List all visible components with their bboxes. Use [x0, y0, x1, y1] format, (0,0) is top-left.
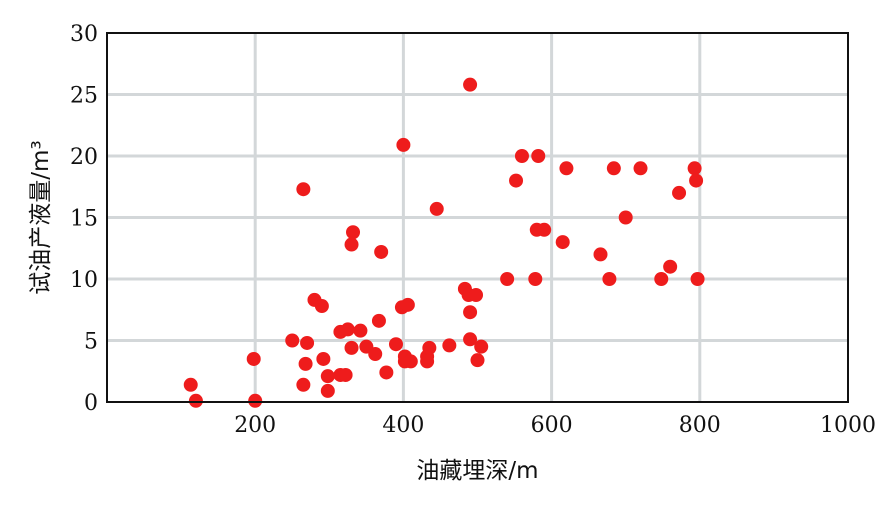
- data-points: [183, 77, 705, 408]
- data-point: [374, 244, 389, 259]
- data-point: [403, 354, 418, 369]
- data-point: [400, 297, 415, 312]
- data-point: [442, 338, 457, 353]
- data-point: [314, 299, 329, 314]
- data-point: [422, 340, 437, 355]
- data-point: [396, 137, 411, 152]
- data-point: [429, 201, 444, 216]
- data-point: [338, 367, 353, 382]
- data-point: [388, 337, 403, 352]
- data-point: [340, 322, 355, 337]
- y-tick-label: 30: [70, 22, 98, 47]
- x-tick-label: 600: [531, 413, 573, 438]
- data-point: [371, 313, 386, 328]
- data-point: [689, 173, 704, 188]
- grid-lines: [107, 33, 848, 402]
- data-point: [528, 272, 543, 286]
- data-point: [474, 339, 489, 354]
- data-point: [593, 247, 608, 262]
- data-point: [687, 161, 702, 176]
- data-point: [346, 225, 361, 240]
- data-point: [531, 149, 546, 163]
- y-tick-label: 0: [84, 391, 98, 416]
- data-point: [320, 383, 335, 398]
- data-point: [633, 161, 648, 176]
- data-point: [368, 347, 383, 362]
- data-point: [296, 182, 311, 197]
- data-point: [316, 351, 331, 366]
- x-tick-label: 200: [234, 413, 276, 438]
- x-tick-label: 1000: [820, 413, 876, 438]
- data-point: [509, 173, 524, 188]
- data-point: [463, 77, 478, 92]
- data-point: [183, 377, 198, 392]
- data-point: [672, 185, 687, 200]
- data-point: [690, 272, 705, 286]
- data-point: [285, 333, 300, 348]
- data-point: [379, 365, 394, 380]
- data-point: [463, 332, 478, 347]
- data-point: [500, 272, 515, 286]
- data-point: [606, 161, 621, 176]
- data-point: [320, 369, 335, 384]
- data-point: [618, 210, 633, 225]
- data-point: [353, 323, 368, 338]
- y-tick-label: 20: [70, 145, 98, 170]
- y-tick-label: 15: [70, 207, 98, 232]
- data-point: [300, 335, 315, 350]
- data-point: [463, 305, 478, 320]
- data-point: [654, 272, 669, 286]
- x-axis-title: 油藏埋深/m: [416, 458, 538, 484]
- data-point: [420, 354, 435, 369]
- data-point: [555, 235, 570, 250]
- data-point: [559, 161, 574, 176]
- data-point: [602, 272, 617, 286]
- data-point: [469, 287, 484, 302]
- data-point: [298, 356, 313, 371]
- y-tick-label: 25: [70, 84, 98, 109]
- data-point: [344, 237, 359, 252]
- data-point: [344, 340, 359, 355]
- data-point: [663, 259, 678, 274]
- y-axis-title: 试油产液量/m³: [28, 140, 54, 294]
- x-tick-label: 400: [382, 413, 424, 438]
- data-point: [246, 351, 261, 366]
- data-point: [514, 149, 529, 163]
- y-tick-label: 5: [84, 330, 98, 355]
- data-point: [470, 353, 485, 368]
- data-point: [248, 393, 263, 408]
- x-tick-label: 800: [679, 413, 721, 438]
- y-tick-label: 10: [70, 268, 98, 293]
- data-point: [537, 222, 552, 237]
- data-point: [296, 377, 311, 392]
- x-tick-labels: 200 400 600 800 1000: [234, 413, 876, 438]
- plot-frame: [106, 32, 849, 403]
- data-point: [188, 393, 203, 408]
- y-tick-labels: 0 5 10 15 20 25 30: [70, 22, 98, 416]
